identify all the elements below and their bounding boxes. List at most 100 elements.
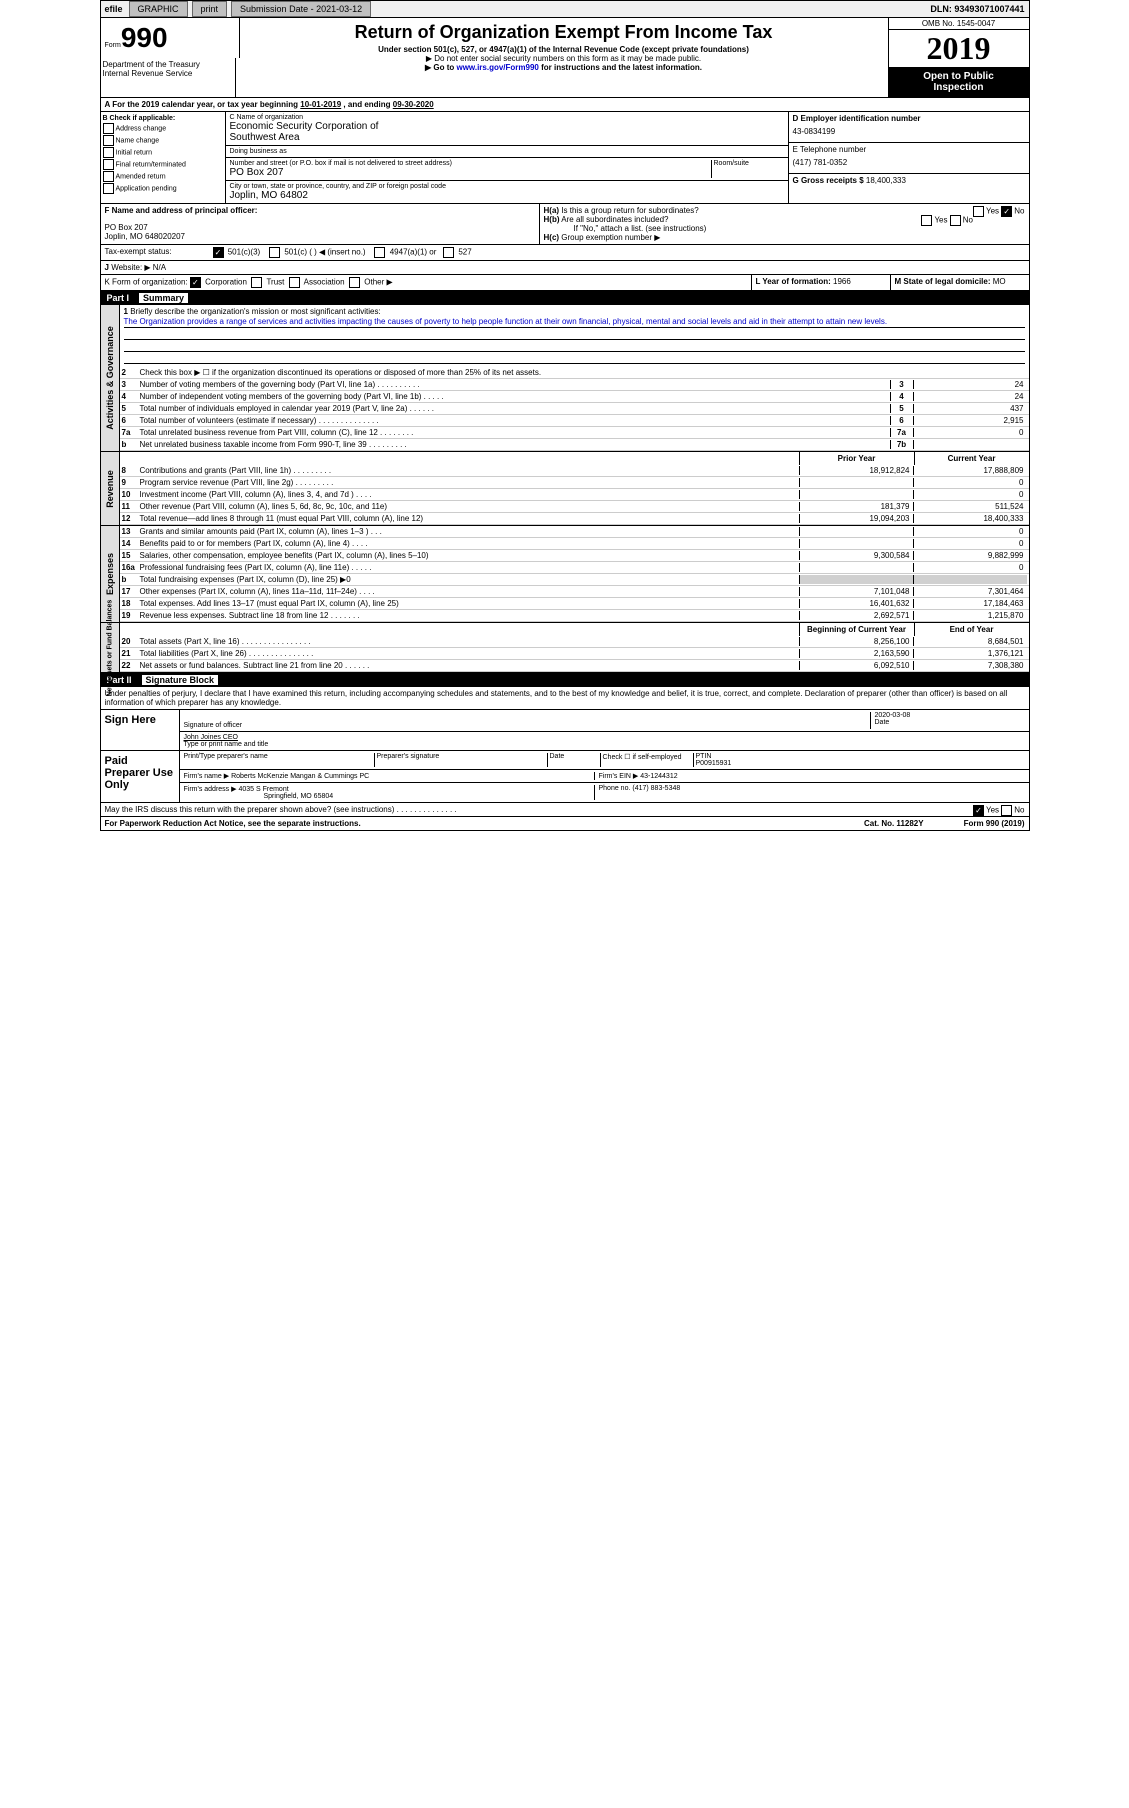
line-18: 18Total expenses. Add lines 13–17 (must … — [120, 598, 1029, 610]
firm-name: Roberts McKenzie Mangan & Cummings PC — [231, 773, 369, 780]
cb-address[interactable]: Address change — [103, 123, 223, 134]
gross-receipts: 18,400,333 — [866, 176, 906, 185]
cb-discuss-no[interactable] — [1001, 805, 1012, 816]
cb-4947[interactable] — [374, 247, 385, 258]
ein: 43-0834199 — [793, 123, 1025, 140]
side-ag: Activities & Governance — [105, 326, 115, 430]
telephone: (417) 781-0352 — [793, 154, 1025, 171]
firm-addr1: 4035 S Fremont — [238, 786, 288, 793]
section-expenses: Expenses 13Grants and similar amounts pa… — [101, 526, 1029, 623]
line-20: 20Total assets (Part X, line 16) . . . .… — [120, 636, 1029, 648]
form-990-page: efile GRAPHIC print Submission Date - 20… — [100, 0, 1030, 831]
sign-here-block: Sign Here Signature of officer2020-03-08… — [101, 710, 1029, 751]
line-b: bNet unrelated business taxable income f… — [120, 439, 1029, 451]
line-22: 22Net assets or fund balances. Subtract … — [120, 660, 1029, 672]
line-5: 5Total number of individuals employed in… — [120, 403, 1029, 415]
city-state-zip: Joplin, MO 64802 — [230, 190, 784, 201]
form-number-block: Form990 — [101, 18, 240, 58]
officer-addr2: Joplin, MO 648020207 — [105, 232, 535, 241]
side-netassets: Net Assets or Fund Balances — [106, 599, 113, 696]
line-9: 9Program service revenue (Part VIII, lin… — [120, 477, 1029, 489]
part-1-header: Part I Summary — [101, 291, 1029, 305]
cb-assoc[interactable] — [289, 277, 300, 288]
sign-date: 2020-03-08 — [875, 712, 1025, 719]
tax-year: 2019 — [889, 30, 1029, 67]
cb-initial[interactable]: Initial return — [103, 147, 223, 158]
cb-pending[interactable]: Application pending — [103, 183, 223, 194]
cb-501c3[interactable]: ✓ — [213, 247, 224, 258]
header: Form990 Department of the Treasury Inter… — [101, 18, 1029, 98]
line-4: 4Number of independent voting members of… — [120, 391, 1029, 403]
form-title: Return of Organization Exempt From Incom… — [242, 22, 886, 43]
efile-label: efile — [101, 2, 127, 16]
officer-name: John Joines CEO — [184, 734, 238, 741]
check-b-column: B Check if applicable: Address change Na… — [101, 112, 226, 203]
cb-amended[interactable]: Amended return — [103, 171, 223, 182]
website: N/A — [153, 263, 166, 272]
title-block: Return of Organization Exempt From Incom… — [240, 18, 888, 97]
line-13: 13Grants and similar amounts paid (Part … — [120, 526, 1029, 538]
row-j-website: J Website: ▶ N/A — [101, 261, 1029, 275]
subtitle-3: ▶ Go to www.irs.gov/Form990 for instruct… — [242, 63, 886, 72]
cb-final[interactable]: Final return/terminated — [103, 159, 223, 170]
paid-preparer-block: Paid Preparer Use Only Print/Type prepar… — [101, 751, 1029, 803]
state-domicile: MO — [993, 277, 1006, 286]
submission-date: Submission Date - 2021-03-12 — [231, 1, 371, 17]
discuss-row: May the IRS discuss this return with the… — [101, 803, 1029, 817]
line-b: bTotal fundraising expenses (Part IX, co… — [120, 574, 1029, 586]
firm-phone: (417) 883-5348 — [632, 785, 680, 792]
row-k-l-m: K Form of organization: ✓ Corporation Tr… — [101, 275, 1029, 291]
name-c-column: C Name of organizationEconomic Security … — [226, 112, 788, 203]
section-revenue: Revenue Prior YearCurrent Year 8Contribu… — [101, 452, 1029, 526]
side-revenue: Revenue — [105, 470, 115, 508]
subtitle-1: Under section 501(c), 527, or 4947(a)(1)… — [242, 45, 886, 54]
open-inspection: Open to PublicInspection — [889, 67, 1029, 97]
cb-501c[interactable] — [269, 247, 280, 258]
line-16a: 16aProfessional fundraising fees (Part I… — [120, 562, 1029, 574]
line-6: 6Total number of volunteers (estimate if… — [120, 415, 1029, 427]
line-15: 15Salaries, other compensation, employee… — [120, 550, 1029, 562]
firm-ein: 43-1244312 — [640, 773, 677, 780]
cb-corp[interactable]: ✓ — [190, 277, 201, 288]
line-7a: 7aTotal unrelated business revenue from … — [120, 427, 1029, 439]
ptin: P00915931 — [696, 760, 732, 767]
right-column: D Employer identification number43-08341… — [788, 112, 1029, 203]
cat-no: Cat. No. 11282Y — [864, 819, 924, 828]
firm-addr2: Springfield, MO 65804 — [184, 793, 334, 800]
part-2-header: Part II Signature Block — [101, 673, 1029, 687]
year-formation: 1966 — [833, 277, 851, 286]
line-14: 14Benefits paid to or for members (Part … — [120, 538, 1029, 550]
section-activities-governance: Activities & Governance 1 Briefly descri… — [101, 305, 1029, 452]
year-block: OMB No. 1545-0047 2019 Open to PublicIns… — [888, 18, 1029, 97]
cb-name[interactable]: Name change — [103, 135, 223, 146]
irs-link[interactable]: www.irs.gov/Form990 — [456, 63, 538, 72]
row-f-h: F Name and address of principal officer:… — [101, 204, 1029, 245]
footer: For Paperwork Reduction Act Notice, see … — [101, 817, 1029, 830]
officer-addr1: PO Box 207 — [105, 223, 535, 232]
print-button[interactable]: print — [192, 1, 228, 17]
line-12: 12Total revenue—add lines 8 through 11 (… — [120, 513, 1029, 525]
cb-other[interactable] — [349, 277, 360, 288]
form-version: Form 990 (2019) — [964, 819, 1025, 828]
subtitle-2: ▶ Do not enter social security numbers o… — [242, 54, 886, 63]
cb-527[interactable] — [443, 247, 454, 258]
line-8: 8Contributions and grants (Part VIII, li… — [120, 465, 1029, 477]
dln: DLN: 93493071007441 — [926, 2, 1028, 16]
cb-discuss-yes[interactable]: ✓ — [973, 805, 984, 816]
graphic-button[interactable]: GRAPHIC — [129, 1, 188, 17]
omb-number: OMB No. 1545-0047 — [889, 18, 1029, 30]
cb-trust[interactable] — [251, 277, 262, 288]
row-i-tax-status: Tax-exempt status: ✓ 501(c)(3) 501(c) ( … — [101, 245, 1029, 261]
line-19: 19Revenue less expenses. Subtract line 1… — [120, 610, 1029, 622]
mission-text: The Organization provides a range of ser… — [124, 317, 1025, 328]
line-10: 10Investment income (Part VIII, column (… — [120, 489, 1029, 501]
line-17: 17Other expenses (Part IX, column (A), l… — [120, 586, 1029, 598]
main-info: B Check if applicable: Address change Na… — [101, 112, 1029, 204]
line-2: 2Check this box ▶ ☐ if the organization … — [120, 367, 1029, 379]
penalties-text: Under penalties of perjury, I declare th… — [101, 687, 1029, 710]
mission-block: 1 Briefly describe the organization's mi… — [120, 305, 1029, 367]
line-21: 21Total liabilities (Part X, line 26) . … — [120, 648, 1029, 660]
section-net-assets: Net Assets or Fund Balances Beginning of… — [101, 623, 1029, 673]
street-address: PO Box 207 — [230, 167, 711, 178]
topbar: efile GRAPHIC print Submission Date - 20… — [101, 1, 1029, 18]
